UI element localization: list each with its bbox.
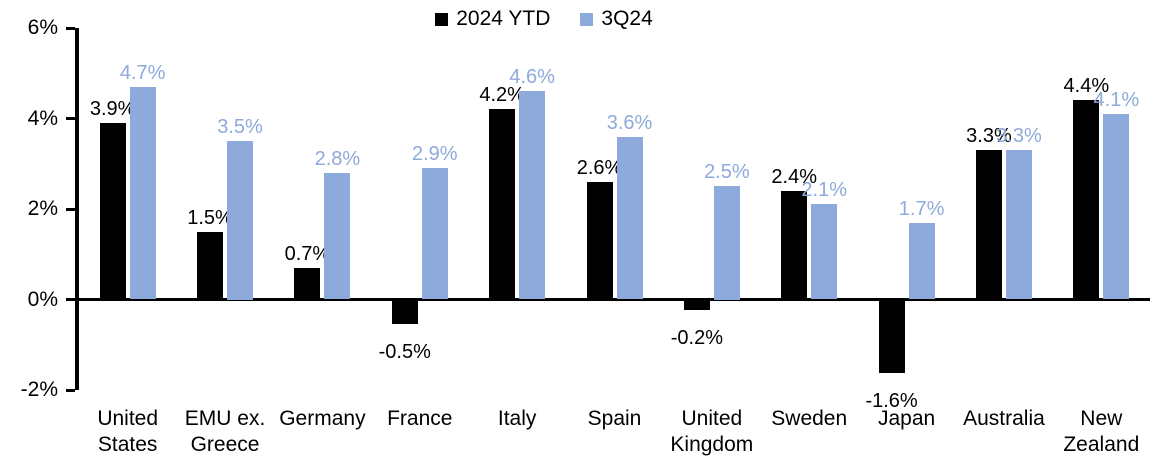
data-label-2024-ytd: 4.2% xyxy=(479,84,525,107)
data-label-2024-ytd: 1.5% xyxy=(187,206,233,229)
data-label-3q24: 4.7% xyxy=(119,61,166,84)
data-label-3q24: 2.9% xyxy=(411,143,458,166)
legend-swatch-3q24-icon xyxy=(580,12,594,26)
zero-axis-line xyxy=(75,298,1150,301)
data-label-3q24: 1.7% xyxy=(898,197,945,220)
data-label-3q24: 3.6% xyxy=(606,111,653,134)
y-axis-tick-mark xyxy=(66,298,75,301)
bar-2024-ytd xyxy=(489,109,516,300)
legend: 2024 YTD 3Q24 xyxy=(0,6,1120,32)
bar-3q24 xyxy=(227,141,254,300)
bar-2024-ytd xyxy=(975,150,1002,300)
y-axis-tick-label: 4% xyxy=(27,106,58,130)
y-axis-tick-mark xyxy=(66,26,75,30)
legend-label-3q24: 3Q24 xyxy=(601,7,653,30)
data-label-2024-ytd: -0.2% xyxy=(670,327,723,350)
bar-3q24 xyxy=(713,186,740,300)
y-axis-tick-mark xyxy=(66,207,75,211)
legend-item-3q24: 3Q24 xyxy=(580,6,653,32)
bar-2024-ytd xyxy=(294,267,321,300)
x-axis-label: Italy xyxy=(497,407,537,430)
bar-3q24 xyxy=(324,172,351,300)
x-axis-label: United States xyxy=(97,407,159,456)
bar-3q24 xyxy=(811,204,838,300)
data-label-3q24: 4.6% xyxy=(509,66,555,89)
y-axis-tick-label: 0% xyxy=(27,287,58,311)
bar-3q24 xyxy=(616,136,643,300)
data-label-2024-ytd: 2.6% xyxy=(576,156,623,179)
legend-label-2024-ytd: 2024 YTD xyxy=(456,7,551,30)
data-label-2024-ytd: 3.9% xyxy=(89,98,136,121)
data-label-3q24: 2.5% xyxy=(704,161,750,184)
x-axis-label: Japan xyxy=(877,407,936,430)
x-axis-label: Germany xyxy=(279,407,366,430)
x-axis-label: France xyxy=(387,407,453,430)
data-label-3q24: 4.1% xyxy=(1093,88,1140,111)
legend-swatch-2024-ytd-icon xyxy=(435,12,449,26)
y-axis-tick-mark xyxy=(66,117,75,120)
bar-2024-ytd xyxy=(586,181,613,300)
y-axis-tick-mark xyxy=(66,388,75,392)
x-axis-label: Spain xyxy=(587,407,642,430)
bar-2024-ytd xyxy=(781,190,808,300)
bar-2024-ytd xyxy=(197,231,224,300)
y-axis-tick-label: -2% xyxy=(20,378,58,401)
bar-3q24 xyxy=(908,222,935,300)
x-axis-label: United Kingdom xyxy=(670,407,754,456)
bar-3q24 xyxy=(129,86,156,300)
data-label-2024-ytd: 0.7% xyxy=(284,242,331,265)
data-label-2024-ytd: 4.4% xyxy=(1063,75,1110,98)
data-label-2024-ytd: 3.3% xyxy=(966,125,1012,148)
x-axis-label: EMU ex. Greece xyxy=(184,407,266,456)
bar-3q24 xyxy=(1103,113,1130,300)
bar-2024-ytd xyxy=(683,301,710,311)
bar-3q24 xyxy=(519,91,546,300)
bar-2024-ytd xyxy=(99,123,126,300)
bar-3q24 xyxy=(421,168,448,300)
data-label-3q24: 2.1% xyxy=(801,179,848,202)
y-axis-tick-label: 6% xyxy=(27,16,58,39)
data-label-3q24: 2.8% xyxy=(314,147,361,170)
y-axis-line xyxy=(75,28,79,390)
data-label-2024-ytd: -1.6% xyxy=(865,390,918,413)
x-axis-label: Australia xyxy=(963,407,1045,430)
legend-item-2024-ytd: 2024 YTD xyxy=(435,6,550,32)
bar-2024-ytd xyxy=(878,301,905,374)
bar-3q24 xyxy=(1005,150,1032,300)
data-label-3q24: 3.3% xyxy=(996,125,1042,148)
x-axis-label: Sweden xyxy=(771,407,848,430)
bar-2024-ytd xyxy=(1073,100,1100,300)
x-axis-label: New Zealand xyxy=(1063,407,1140,456)
y-axis-tick-label: 2% xyxy=(27,197,58,220)
data-label-2024-ytd: 2.4% xyxy=(771,165,818,188)
bar-2024-ytd xyxy=(391,301,418,324)
data-label-2024-ytd: -0.5% xyxy=(378,340,431,363)
data-label-3q24: 3.5% xyxy=(217,116,263,139)
